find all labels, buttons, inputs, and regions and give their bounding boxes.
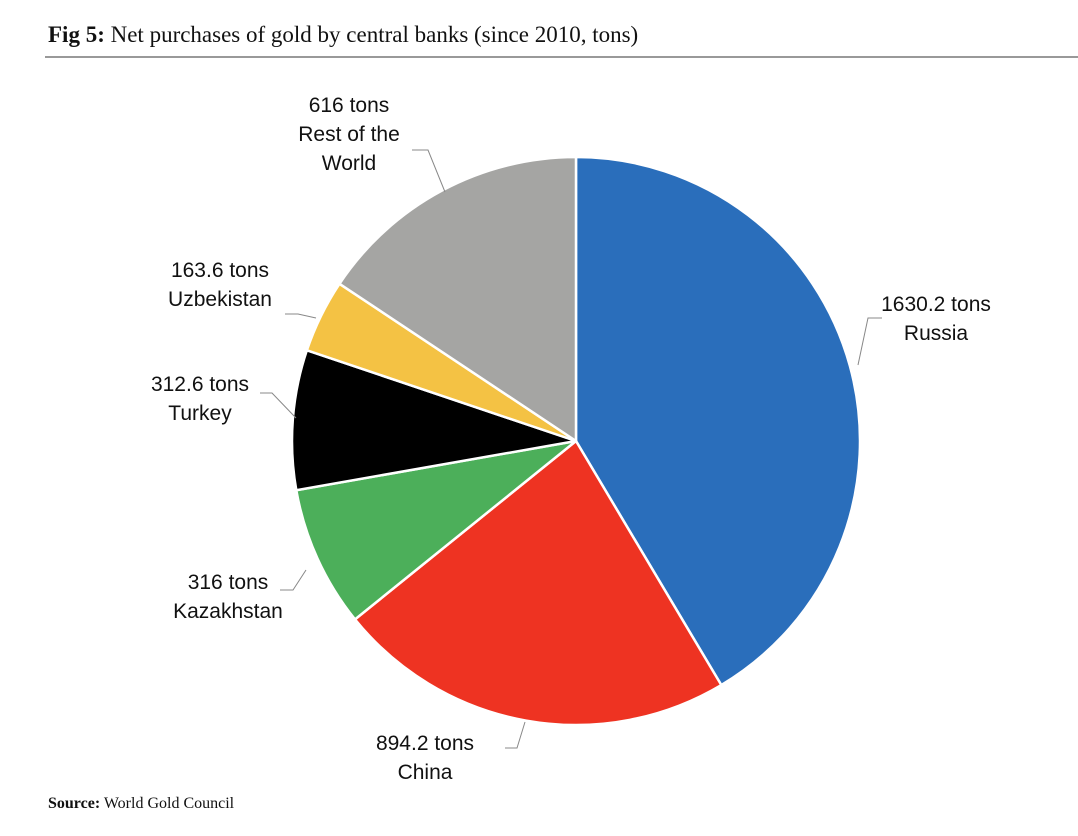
value-label: 1630.2 tons — [881, 293, 991, 316]
category-label: China — [397, 761, 453, 784]
category-label: Rest of the World — [298, 123, 400, 175]
pie-slice — [290, 348, 577, 492]
slice-label: 894.2 tons China — [376, 729, 474, 787]
value-label: 163.6 tons — [170, 259, 270, 282]
title-label: Fig 5: — [48, 22, 105, 47]
leader-line — [505, 721, 526, 749]
pie-slice — [353, 439, 723, 727]
pie-slice — [574, 155, 862, 687]
category-label: Uzbekistan — [168, 288, 272, 311]
value-label: 894.2 tons — [375, 732, 475, 755]
slice-label: 616 tons Rest of the World — [284, 91, 414, 178]
slice-label: 312.6 tons Turkey — [151, 370, 249, 428]
pie — [290, 155, 862, 727]
leader-line — [260, 392, 297, 419]
value-label: 316 tons — [187, 571, 269, 594]
leader-line — [280, 569, 307, 591]
leader-line — [857, 317, 882, 366]
slice-label: 316 tons Kazakhstan — [173, 568, 283, 626]
category-label: Turkey — [168, 402, 232, 425]
slice-label: 1630.2 tons Russia — [881, 290, 991, 348]
source-text: World Gold Council — [103, 795, 235, 812]
title-text: Net purchases of gold by central banks (… — [110, 22, 639, 47]
category-label: Russia — [903, 322, 969, 345]
category-label: Kazakhstan — [173, 600, 283, 623]
leader-line — [412, 149, 446, 193]
source-label: Source: — [48, 795, 101, 812]
chart-title: Fig 5: Net purchases of gold by central … — [48, 22, 638, 48]
value-label: 312.6 tons — [150, 373, 250, 396]
title-rule — [45, 56, 1078, 58]
slice-label: 163.6 tons Uzbekistan — [168, 256, 272, 314]
value-label: 616 tons — [308, 94, 390, 117]
leader-line — [285, 313, 317, 319]
pie-slice — [294, 439, 577, 622]
source-note: Source: World Gold Council — [48, 795, 234, 813]
pie-slice — [337, 155, 578, 444]
